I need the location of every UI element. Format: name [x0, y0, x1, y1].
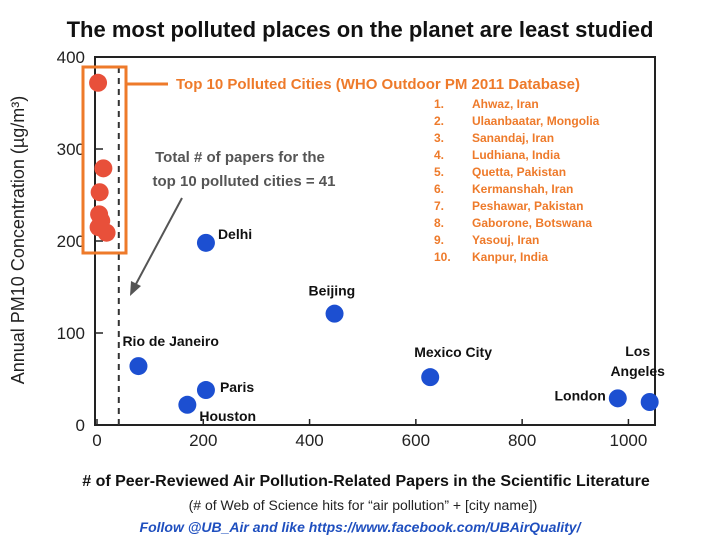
top10-list-number: 6.	[434, 182, 444, 196]
point-label-mexico-city: Mexico City	[414, 344, 492, 360]
top10-list-number: 9.	[434, 233, 444, 247]
y-tick-label: 300	[57, 140, 85, 159]
annotation-line-2: top 10 polluted cities = 41	[153, 173, 336, 190]
top10-list-city: Kermanshah, Iran	[472, 182, 573, 196]
y-tick-label: 0	[76, 416, 85, 435]
top10-list-number: 3.	[434, 131, 444, 145]
annotation-arrow-head	[130, 281, 141, 296]
y-tick-label: 200	[57, 232, 85, 251]
x-tick-label: 200	[189, 431, 217, 450]
x-tick-label: 1000	[610, 431, 648, 450]
city-point-beijing	[325, 304, 344, 323]
city-point-los-angeles	[640, 393, 659, 411]
point-label-los-angeles: Los Angeles	[610, 343, 665, 379]
top10-list-city: Ulaanbaatar, Mongolia	[472, 114, 600, 128]
top10-list-number: 4.	[434, 148, 444, 162]
point-label-beijing: Beijing	[309, 283, 356, 299]
point-label-paris: Paris	[220, 379, 254, 395]
x-tick-label: 400	[295, 431, 323, 450]
x-tick-label: 600	[402, 431, 430, 450]
top10-highlight-box	[81, 65, 128, 255]
city-point-mexico-city	[421, 368, 440, 387]
top10-list-city: Yasouj, Iran	[472, 233, 539, 247]
annotation-line-1: Total # of papers for the	[155, 149, 325, 166]
top10-list-number: 5.	[434, 165, 444, 179]
top10-list-city: Quetta, Pakistan	[472, 165, 566, 179]
x-tick-label: 0	[92, 431, 101, 450]
polluted-city-point	[89, 73, 108, 92]
axis-ticks: 0 100 200 300 400 0 200 400 600 800 1000	[57, 48, 648, 450]
y-tick-label: 100	[57, 324, 85, 343]
chart-title: The most polluted places on the planet a…	[67, 17, 654, 42]
top10-list-city: Peshawar, Pakistan	[472, 199, 583, 213]
top10-city-list: 1. Ahwaz, Iran 2. Ulaanbaatar, Mongolia 3. Sa…	[434, 97, 600, 264]
x-tick-label: 800	[508, 431, 536, 450]
top10-list-number: 1.	[434, 97, 444, 111]
top10-list-number: 7.	[434, 199, 444, 213]
y-axis-label: Annual PM10 Concentration (µg/m³)	[8, 96, 28, 385]
top10-list-number: 8.	[434, 216, 444, 230]
city-point-delhi	[196, 233, 215, 252]
city-point-paris	[196, 381, 215, 400]
polluted-city-point	[90, 183, 109, 202]
plot-frame	[94, 56, 656, 426]
top10-list-city: Ahwaz, Iran	[472, 97, 539, 111]
city-point-london	[608, 389, 627, 408]
top10-list-city: Kanpur, India	[472, 250, 548, 264]
polluted-city-point	[97, 223, 116, 242]
top10-list-city: Gaborone, Botswana	[472, 216, 592, 230]
top10-list-number: 2.	[434, 114, 444, 128]
point-label-london: London	[554, 387, 605, 403]
plot-axes	[94, 56, 656, 426]
point-label-houston: Houston	[199, 408, 256, 424]
top10-list-city: Ludhiana, India	[472, 148, 560, 162]
point-label-rio-de-janeiro: Rio de Janeiro	[122, 333, 218, 349]
x-axis-sublabel: (# of Web of Science hits for “air pollu…	[189, 497, 538, 513]
annotation-arrow-shaft	[135, 197, 183, 285]
city-point-houston	[178, 395, 197, 414]
point-labels: Delhi Beijing Rio de Janeiro Mexico City Par…	[122, 226, 665, 424]
top10-box-title: Top 10 Polluted Cities (WHO Outdoor PM 2…	[176, 76, 580, 93]
polluted-city-point	[94, 159, 113, 178]
footer-text: Follow @UB_Air and like https://www.face…	[140, 519, 583, 535]
top10-list-city: Sanandaj, Iran	[472, 131, 554, 145]
city-point-rio-de-janeiro	[129, 357, 148, 376]
data-points	[89, 73, 659, 414]
point-label-delhi: Delhi	[218, 226, 252, 242]
y-tick-label: 400	[57, 48, 85, 67]
x-axis-label: # of Peer-Reviewed Air Pollution-Related…	[82, 473, 650, 490]
top10-list-number: 10.	[434, 250, 451, 264]
